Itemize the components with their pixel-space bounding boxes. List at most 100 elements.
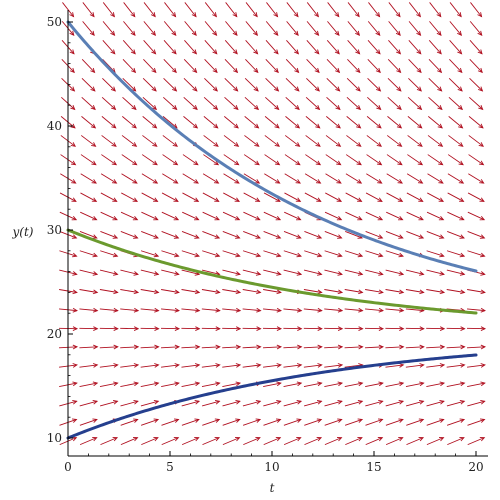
field-arrow [204, 2, 218, 18]
field-arrow [303, 363, 323, 368]
field-arrow [99, 269, 119, 276]
field-arrow [120, 326, 140, 332]
field-arrow [143, 40, 157, 55]
field-arrow [263, 250, 282, 258]
solution-curve-2 [66, 228, 478, 315]
field-arrow [100, 436, 119, 446]
field-arrow [428, 58, 443, 74]
field-arrow [242, 418, 262, 426]
field-arrow [242, 307, 262, 313]
field-arrow [80, 135, 97, 147]
field-arrow [447, 231, 465, 239]
field-arrow [426, 269, 445, 276]
field-arrow [324, 307, 344, 313]
field-arrow [467, 231, 486, 239]
field-arrow [181, 363, 201, 368]
field-arrow [242, 269, 262, 276]
field-arrow [184, 2, 197, 18]
field-arrow [388, 2, 401, 18]
field-arrow [80, 211, 98, 221]
x-tick-label: 5 [166, 460, 174, 474]
field-arrow [305, 135, 321, 147]
field-arrow [79, 436, 98, 446]
field-arrow [140, 344, 160, 350]
field-arrow [181, 289, 201, 295]
field-arrow [346, 135, 362, 147]
x-tick-label: 15 [366, 460, 381, 474]
x-tick-label: 10 [264, 460, 279, 474]
field-arrow [367, 96, 382, 111]
field-arrow [406, 211, 424, 221]
field-arrow [123, 21, 136, 36]
field-arrow [408, 2, 422, 18]
field-arrow [263, 231, 282, 239]
field-arrow [79, 363, 99, 368]
field-arrow [428, 40, 442, 55]
field-arrow [203, 116, 219, 129]
field-arrow [387, 116, 403, 129]
field-arrow [428, 77, 443, 92]
field-arrow [344, 399, 364, 407]
field-arrow [469, 21, 483, 36]
field-arrow [160, 307, 180, 313]
field-arrow [306, 2, 320, 18]
field-arrow [324, 344, 344, 350]
field-arrow [448, 96, 464, 111]
field-arrow [222, 418, 241, 426]
field-arrow [367, 58, 381, 74]
field-arrow [285, 116, 301, 129]
field-arrow [161, 231, 180, 239]
y-tick-label: 10 [47, 431, 62, 445]
field-arrow [426, 381, 446, 388]
field-arrow [303, 326, 323, 332]
field-arrow [306, 77, 320, 92]
field-arrow [99, 363, 119, 368]
field-arrow [80, 173, 97, 184]
field-arrow [265, 21, 279, 36]
field-arrow [181, 436, 200, 446]
field-arrow [446, 399, 466, 407]
field-arrow [426, 211, 445, 221]
field-arrow [102, 40, 116, 55]
field-arrow [405, 326, 425, 332]
field-arrow [203, 96, 219, 111]
field-arrow [405, 269, 425, 276]
field-arrow [265, 96, 280, 111]
field-arrow [242, 399, 262, 407]
field-arrow [245, 40, 259, 55]
field-arrow [326, 40, 340, 55]
field-arrow [141, 192, 159, 202]
field-arrow [242, 363, 262, 368]
field-arrow [243, 211, 261, 221]
field-arrow [263, 418, 282, 426]
field-arrow [385, 399, 405, 407]
field-arrow [364, 307, 384, 313]
field-arrow [408, 21, 422, 36]
field-arrow [346, 96, 362, 111]
field-arrow [224, 58, 239, 74]
field-arrow [99, 399, 119, 407]
field-arrow [142, 96, 158, 111]
field-arrow [201, 399, 221, 407]
field-arrow [406, 436, 425, 446]
field-arrow [161, 381, 180, 388]
field-arrow [160, 344, 181, 350]
field-arrow [385, 418, 404, 426]
field-arrow [469, 40, 483, 55]
field-arrow [263, 381, 282, 388]
field-arrow [468, 173, 485, 184]
field-arrow [324, 363, 344, 368]
field-arrow [467, 399, 486, 407]
field-arrow [284, 192, 302, 202]
field-arrow [344, 289, 364, 295]
field-arrow [79, 289, 99, 295]
field-arrow [467, 363, 486, 368]
field-arrow [141, 211, 159, 221]
field-arrow [262, 326, 283, 332]
field-arrow [141, 231, 159, 239]
field-arrow [466, 307, 486, 313]
field-arrow [344, 269, 364, 276]
field-arrow [407, 154, 424, 166]
field-arrow [242, 289, 262, 295]
field-arrow [386, 192, 404, 202]
